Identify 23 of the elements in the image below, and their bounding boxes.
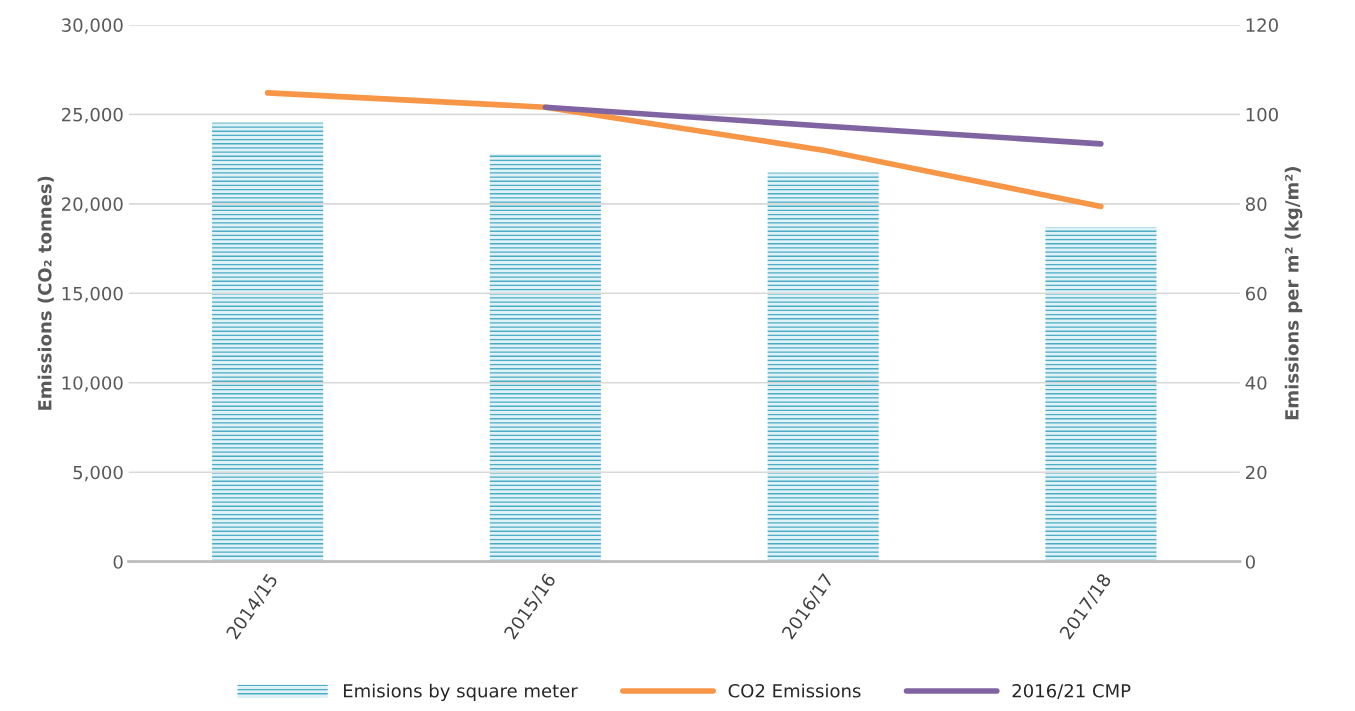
bar — [1045, 227, 1157, 562]
bar — [767, 172, 879, 562]
bar — [212, 122, 324, 562]
y2-tick-label: 20 — [1246, 465, 1267, 480]
y-tick-label: 30,000 — [62, 18, 123, 34]
y-axis-title: Emissions (CO₂ tonnes) — [37, 176, 54, 410]
y2-axis-title: Emissions per m² (kg/m²) — [1284, 167, 1303, 420]
y-tick-label: 20,000 — [62, 197, 123, 213]
y-tick-label: 25,000 — [62, 107, 123, 124]
legend-label: 2016/21 CMP — [1012, 683, 1131, 700]
y2-tick-label: 0 — [1245, 555, 1255, 569]
legend-label: Emisions by square meter — [343, 683, 578, 702]
y-tick-label: 15,000 — [62, 286, 123, 303]
y2-tick-label: 100 — [1246, 107, 1278, 122]
y2-tick-label: 40 — [1245, 376, 1267, 390]
y2-tick-label: 120 — [1246, 18, 1278, 32]
y-tick-label: 5,000 — [73, 465, 123, 482]
y-tick-label: 10,000 — [62, 376, 123, 392]
legend-label: CO2 Emissions — [728, 683, 861, 698]
y2-tick-label: 80 — [1245, 197, 1267, 211]
y-tick-label: 0 — [113, 555, 123, 569]
y2-tick-label: 60 — [1245, 286, 1267, 301]
bar — [489, 153, 601, 562]
